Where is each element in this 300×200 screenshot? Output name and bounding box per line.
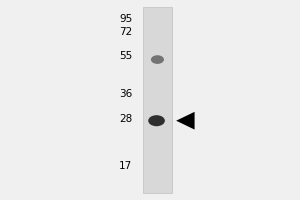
Text: 95: 95 [119,14,132,24]
Text: 36: 36 [119,89,132,99]
Text: 17: 17 [119,161,132,171]
Bar [142,7,172,193]
Text: 72: 72 [119,27,132,37]
Ellipse shape [148,115,165,126]
Text: 55: 55 [119,51,132,61]
Text: 28: 28 [119,114,132,124]
Polygon shape [176,112,195,130]
Ellipse shape [151,55,164,64]
